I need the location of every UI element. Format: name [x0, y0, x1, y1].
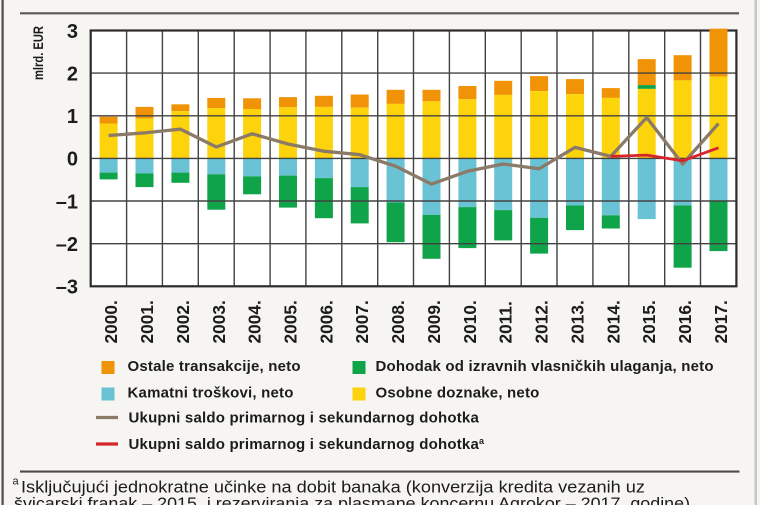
svg-text:2009.: 2009.: [424, 300, 444, 343]
svg-text:Kamatni troškovi, neto: Kamatni troškovi, neto: [128, 385, 294, 402]
svg-text:Ukupni saldo primarnog i sekun: Ukupni saldo primarnog i sekundarnog doh…: [129, 436, 486, 453]
svg-text:2003.: 2003.: [209, 300, 229, 343]
svg-text:–3: –3: [56, 277, 78, 299]
svg-text:Isključujući jednokratne učink: Isključujući jednokratne učinke na dobit…: [21, 479, 645, 497]
svg-text:2000.: 2000.: [101, 300, 121, 343]
svg-text:a: a: [13, 476, 20, 488]
svg-text:2008.: 2008.: [388, 300, 408, 343]
svg-text:Dohodak od izravnih vlasničkih: Dohodak od izravnih vlasničkih ulaganja,…: [376, 358, 714, 375]
svg-text:–1: –1: [56, 191, 78, 213]
svg-text:2011.: 2011.: [496, 301, 516, 343]
svg-text:2: 2: [67, 63, 78, 85]
svg-text:2004.: 2004.: [245, 300, 265, 343]
svg-text:2012.: 2012.: [532, 300, 552, 343]
svg-text:Ostale transakcije, neto: Ostale transakcije, neto: [128, 358, 301, 375]
svg-text:švicarski franak – 2015. i rez: švicarski franak – 2015. i rezerviranja …: [14, 495, 695, 505]
svg-text:2005.: 2005.: [281, 300, 301, 343]
svg-text:–2: –2: [56, 234, 78, 256]
svg-text:2015.: 2015.: [639, 300, 659, 343]
svg-text:2016.: 2016.: [675, 300, 695, 343]
svg-text:mlrd. EUR: mlrd. EUR: [30, 26, 46, 80]
svg-text:0: 0: [67, 149, 78, 171]
svg-text:2010.: 2010.: [460, 300, 480, 343]
svg-text:3: 3: [67, 21, 78, 43]
svg-text:2001.: 2001.: [137, 300, 157, 343]
svg-text:Osobne doznake, neto: Osobne doznake, neto: [376, 385, 540, 402]
svg-text:1: 1: [67, 106, 78, 128]
svg-text:2013.: 2013.: [568, 300, 588, 343]
svg-text:2017.: 2017.: [711, 300, 731, 343]
svg-text:Ukupni saldo primarnog i sekun: Ukupni saldo primarnog i sekundarnog doh…: [129, 410, 480, 427]
svg-text:2014.: 2014.: [603, 300, 623, 343]
svg-text:2006.: 2006.: [316, 300, 336, 343]
svg-text:2007.: 2007.: [352, 300, 372, 343]
svg-text:2002.: 2002.: [173, 300, 193, 343]
